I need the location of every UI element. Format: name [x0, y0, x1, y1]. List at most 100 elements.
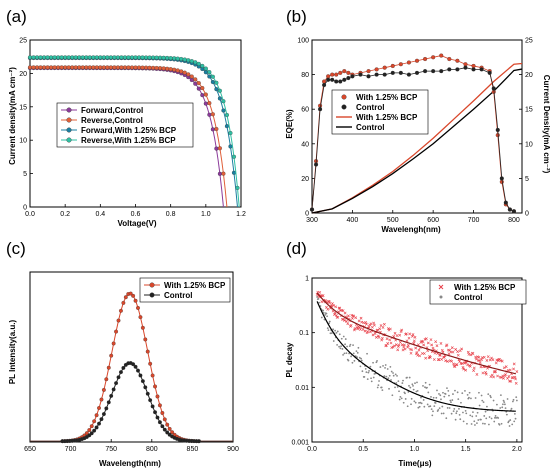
panel-d-data-point	[343, 311, 347, 315]
panel-d-data-point	[504, 373, 507, 376]
panel-d-data-point	[488, 358, 492, 362]
panel-d-data-point	[378, 327, 382, 331]
panel-c-data-point	[92, 419, 97, 424]
panel-a-data-point	[27, 55, 33, 60]
panel-b-eqe: (b) 300 400 500 600 700 800 0 20 40 60 80 100 0 5 10 15…	[285, 7, 550, 234]
panel-d-data-point	[450, 359, 454, 363]
panel-b-legend-label: Control	[356, 123, 384, 132]
panel-d-data-point	[367, 371, 370, 374]
panel-d-data-point	[473, 420, 476, 423]
panel-d-data-point	[380, 336, 384, 340]
panel-d-data-point	[507, 420, 510, 423]
panel-a-legend-label: Forward,With 1.25% BCP	[81, 126, 177, 135]
panel-a-data-point	[207, 74, 212, 79]
panel-d-data-point	[440, 412, 443, 415]
panel-a-data-point	[203, 92, 208, 97]
panel-d-xtick-label: 1.5	[461, 446, 471, 453]
panel-b-y2tick-label: 15	[525, 107, 533, 114]
panel-c-data-point	[89, 424, 94, 429]
panel-c-data-point	[167, 426, 172, 431]
panel-b-data-point	[423, 69, 428, 74]
panel-d-data-point	[432, 410, 434, 413]
panel-c-data-point	[116, 318, 121, 323]
panel-d-data-point	[376, 386, 379, 389]
panel-a-legend-box	[56, 102, 194, 148]
panel-d-data-point	[334, 305, 338, 309]
panel-d-data-point	[454, 389, 456, 392]
panel-d-data-point	[395, 382, 398, 384]
panel-a-data-point	[105, 65, 110, 70]
panel-d-data-point	[435, 396, 438, 399]
panel-a-ytick-label: 15	[19, 104, 27, 111]
panel-d-data-point	[430, 395, 432, 398]
panel-d-data-point	[490, 417, 493, 420]
panel-d-data-point	[503, 401, 506, 403]
panel-d-data-point	[369, 365, 372, 368]
panel-d-pl-decay: (d) 0.0 0.5 1.0 1.5 2.0 0.001 0.01 0.1 1 Time(μs…	[285, 239, 527, 468]
panel-d-data-point	[458, 413, 461, 416]
panel-d-data-point	[411, 383, 414, 386]
panel-a-data-point	[73, 65, 78, 70]
panel-a-legend-marker	[66, 137, 72, 143]
panel-b-data-point	[318, 107, 323, 112]
panel-c-data-point	[101, 387, 106, 392]
panel-a-data-point	[193, 81, 198, 86]
panel-d-data-point	[384, 364, 387, 366]
panel-b-plot-area: 300 400 500 600 700 800 0 20 40 60 80 100 0 5 10 15 20 25	[297, 38, 533, 225]
panel-d-data-point	[317, 298, 320, 300]
panel-d-data-point	[472, 411, 474, 414]
panel-d-data-point	[368, 369, 370, 372]
panel-a-data-point	[196, 86, 201, 91]
panel-c-data-point	[140, 325, 145, 330]
panel-d-data-point	[330, 332, 333, 335]
panel-d-data-point	[322, 309, 325, 312]
panel-b-jsc-line	[311, 68, 523, 214]
panel-d-data-point	[328, 320, 331, 323]
panel-d-data-point	[442, 355, 446, 359]
panel-d-data-point	[339, 347, 342, 350]
panel-d-data-point	[422, 352, 426, 355]
panel-b-data-point	[358, 72, 363, 77]
panel-d-data-point	[399, 395, 402, 398]
panel-d-data-point	[328, 301, 332, 305]
panel-d-data-point	[400, 328, 404, 332]
panel-c-data-point	[157, 403, 162, 408]
panel-d-data-point	[420, 396, 422, 399]
panel-d-data-point	[508, 368, 512, 372]
panel-d-data-point	[394, 373, 397, 376]
panel-c-data-point	[165, 422, 170, 427]
panel-c-legend-label: Control	[164, 291, 192, 300]
panel-d-data-point	[410, 334, 414, 338]
panel-d-data-point	[444, 393, 447, 395]
panel-d-data-point	[410, 348, 414, 352]
panel-d-data-point	[331, 302, 334, 305]
panel-c-data-point	[94, 425, 99, 430]
panel-c-data-point	[114, 329, 119, 334]
panel-d-data-point	[407, 391, 410, 393]
panel-b-data-point	[330, 72, 335, 77]
panel-d-data-point	[338, 345, 340, 348]
panel-d-data-point	[343, 352, 346, 355]
panel-d-data-point	[468, 396, 470, 399]
panel-d-data-point	[367, 325, 371, 329]
panel-a-xlabel: Voltage(V)	[118, 219, 157, 228]
panel-a-data-point	[165, 55, 170, 60]
panel-d-data-point	[415, 390, 418, 393]
panel-a-data-point	[231, 154, 237, 159]
panel-d-frame	[311, 277, 523, 443]
panel-d-data-point	[512, 398, 515, 401]
panel-d-data-point	[344, 343, 346, 346]
panel-c-data-point	[133, 364, 138, 369]
panel-b-y2label: Current Density(mA cm⁻²)	[542, 75, 550, 174]
panel-c-data-point	[153, 384, 157, 389]
panel-d-data-point	[467, 352, 471, 356]
panel-a-data-point	[133, 65, 138, 70]
panel-d-data-point	[501, 406, 504, 409]
panel-a-data-point	[38, 55, 43, 60]
panel-a-data-point	[217, 88, 222, 93]
panel-d-data-point	[358, 356, 361, 359]
panel-d-data-point	[464, 409, 467, 412]
panel-c-xtick-label: 750	[105, 446, 117, 453]
panel-c-data-point	[116, 375, 121, 380]
panel-d-data-point	[382, 365, 384, 367]
